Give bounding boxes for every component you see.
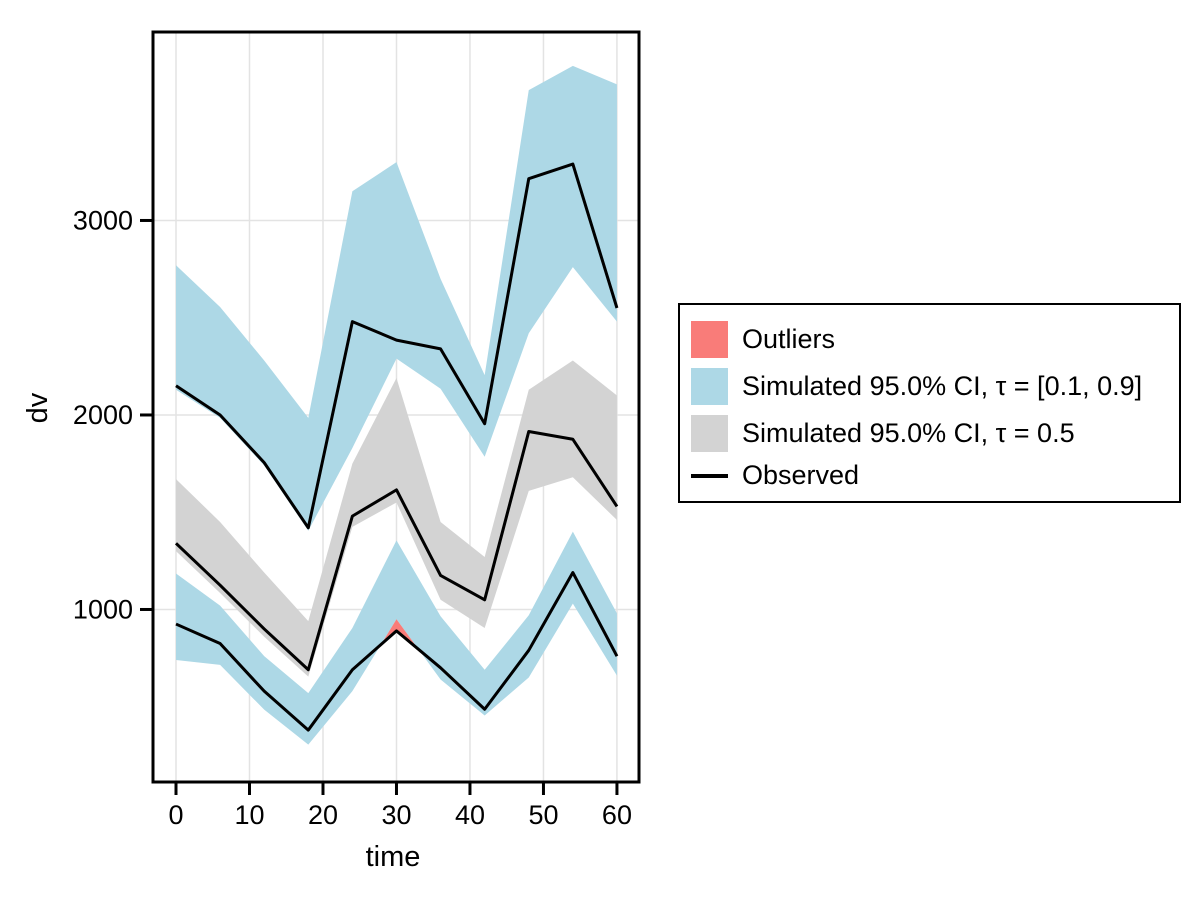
band-simulated-ci-upper-quantile [176, 65, 617, 531]
x-tick-label: 60 [602, 800, 632, 830]
x-tick-label: 50 [528, 800, 558, 830]
x-tick-label: 20 [308, 800, 338, 830]
legend-label: Simulated 95.0% CI, τ = 0.5 [742, 418, 1075, 448]
ci-outer-swatch-icon [691, 368, 728, 405]
y-tick-label: 1000 [73, 594, 133, 624]
observed-line-icon [691, 473, 728, 478]
legend-item-outliers: Outliers [680, 321, 1179, 358]
x-axis-label: time [366, 841, 421, 873]
legend-item-ci-outer: Simulated 95.0% CI, τ = [0.1, 0.9] [680, 368, 1179, 405]
y-axis-label: dv [22, 392, 54, 423]
legend-label: Observed [742, 460, 860, 490]
legend: Outliers Simulated 95.0% CI, τ = [0.1, 0… [678, 303, 1181, 503]
x-tick-label: 40 [455, 800, 485, 830]
y-tick-label: 3000 [73, 205, 133, 235]
x-tick-label: 0 [168, 800, 183, 830]
legend-item-ci-median: Simulated 95.0% CI, τ = 0.5 [680, 415, 1179, 452]
legend-label: Simulated 95.0% CI, τ = [0.1, 0.9] [742, 371, 1143, 401]
band-simulated-ci-median [176, 360, 617, 677]
line-observed-10th-percentile [175, 571, 619, 732]
outliers-swatch-icon [691, 321, 728, 358]
y-tick-label: 2000 [73, 400, 133, 430]
line-observed-90th-percentile [175, 162, 619, 530]
band-simulated-ci-lower-quantile [176, 531, 617, 745]
outliers-marker [381, 619, 419, 650]
x-tick-label: 30 [381, 800, 411, 830]
ci-median-swatch-icon [691, 415, 728, 452]
legend-item-observed: Observed [680, 462, 1179, 489]
x-tick-label: 10 [234, 800, 264, 830]
line-observed-median [174, 430, 619, 672]
legend-label: Outliers [742, 324, 836, 354]
